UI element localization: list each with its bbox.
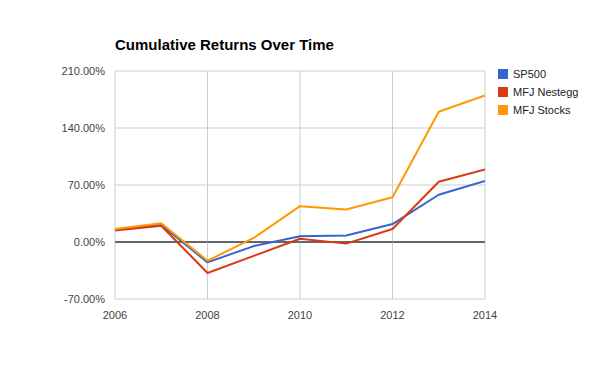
x-grid-line [300, 71, 301, 299]
baseline [115, 242, 485, 243]
y-tick-label: 0.00% [74, 236, 105, 248]
plot-area [115, 95, 485, 273]
baseline [115, 242, 485, 243]
chart-container: Cumulative Returns Over Time -70.00% 0.00%… [0, 0, 600, 371]
y-tick-label: 70.00% [68, 179, 106, 191]
x-tick-label: 2008 [195, 309, 219, 321]
x-tick-label: 2012 [380, 309, 404, 321]
y-tick-label: 140.00% [62, 122, 106, 134]
legend-label: MFJ Stocks [513, 104, 571, 116]
legend-swatch [498, 87, 508, 97]
legend-label: MFJ Nestegg [513, 86, 578, 98]
x-grid-line [207, 71, 208, 299]
series-line [115, 170, 485, 273]
x-grid-line [115, 71, 116, 299]
x-tick-label: 2006 [103, 309, 127, 321]
legend-swatch [498, 105, 508, 115]
x-tick-label: 2010 [288, 309, 312, 321]
x-grid-line [485, 71, 486, 299]
chart-title: Cumulative Returns Over Time [115, 36, 334, 53]
series-line [115, 95, 485, 260]
y-tick-label: -70.00% [64, 293, 105, 305]
chart-svg: Cumulative Returns Over Time -70.00% 0.00%… [0, 0, 600, 371]
x-grid-line [392, 71, 393, 299]
legend-swatch [498, 69, 508, 79]
x-tick-label: 2014 [473, 309, 497, 321]
series-line [115, 181, 485, 262]
y-tick-label: 210.00% [62, 65, 106, 77]
legend-label: SP500 [513, 68, 546, 80]
